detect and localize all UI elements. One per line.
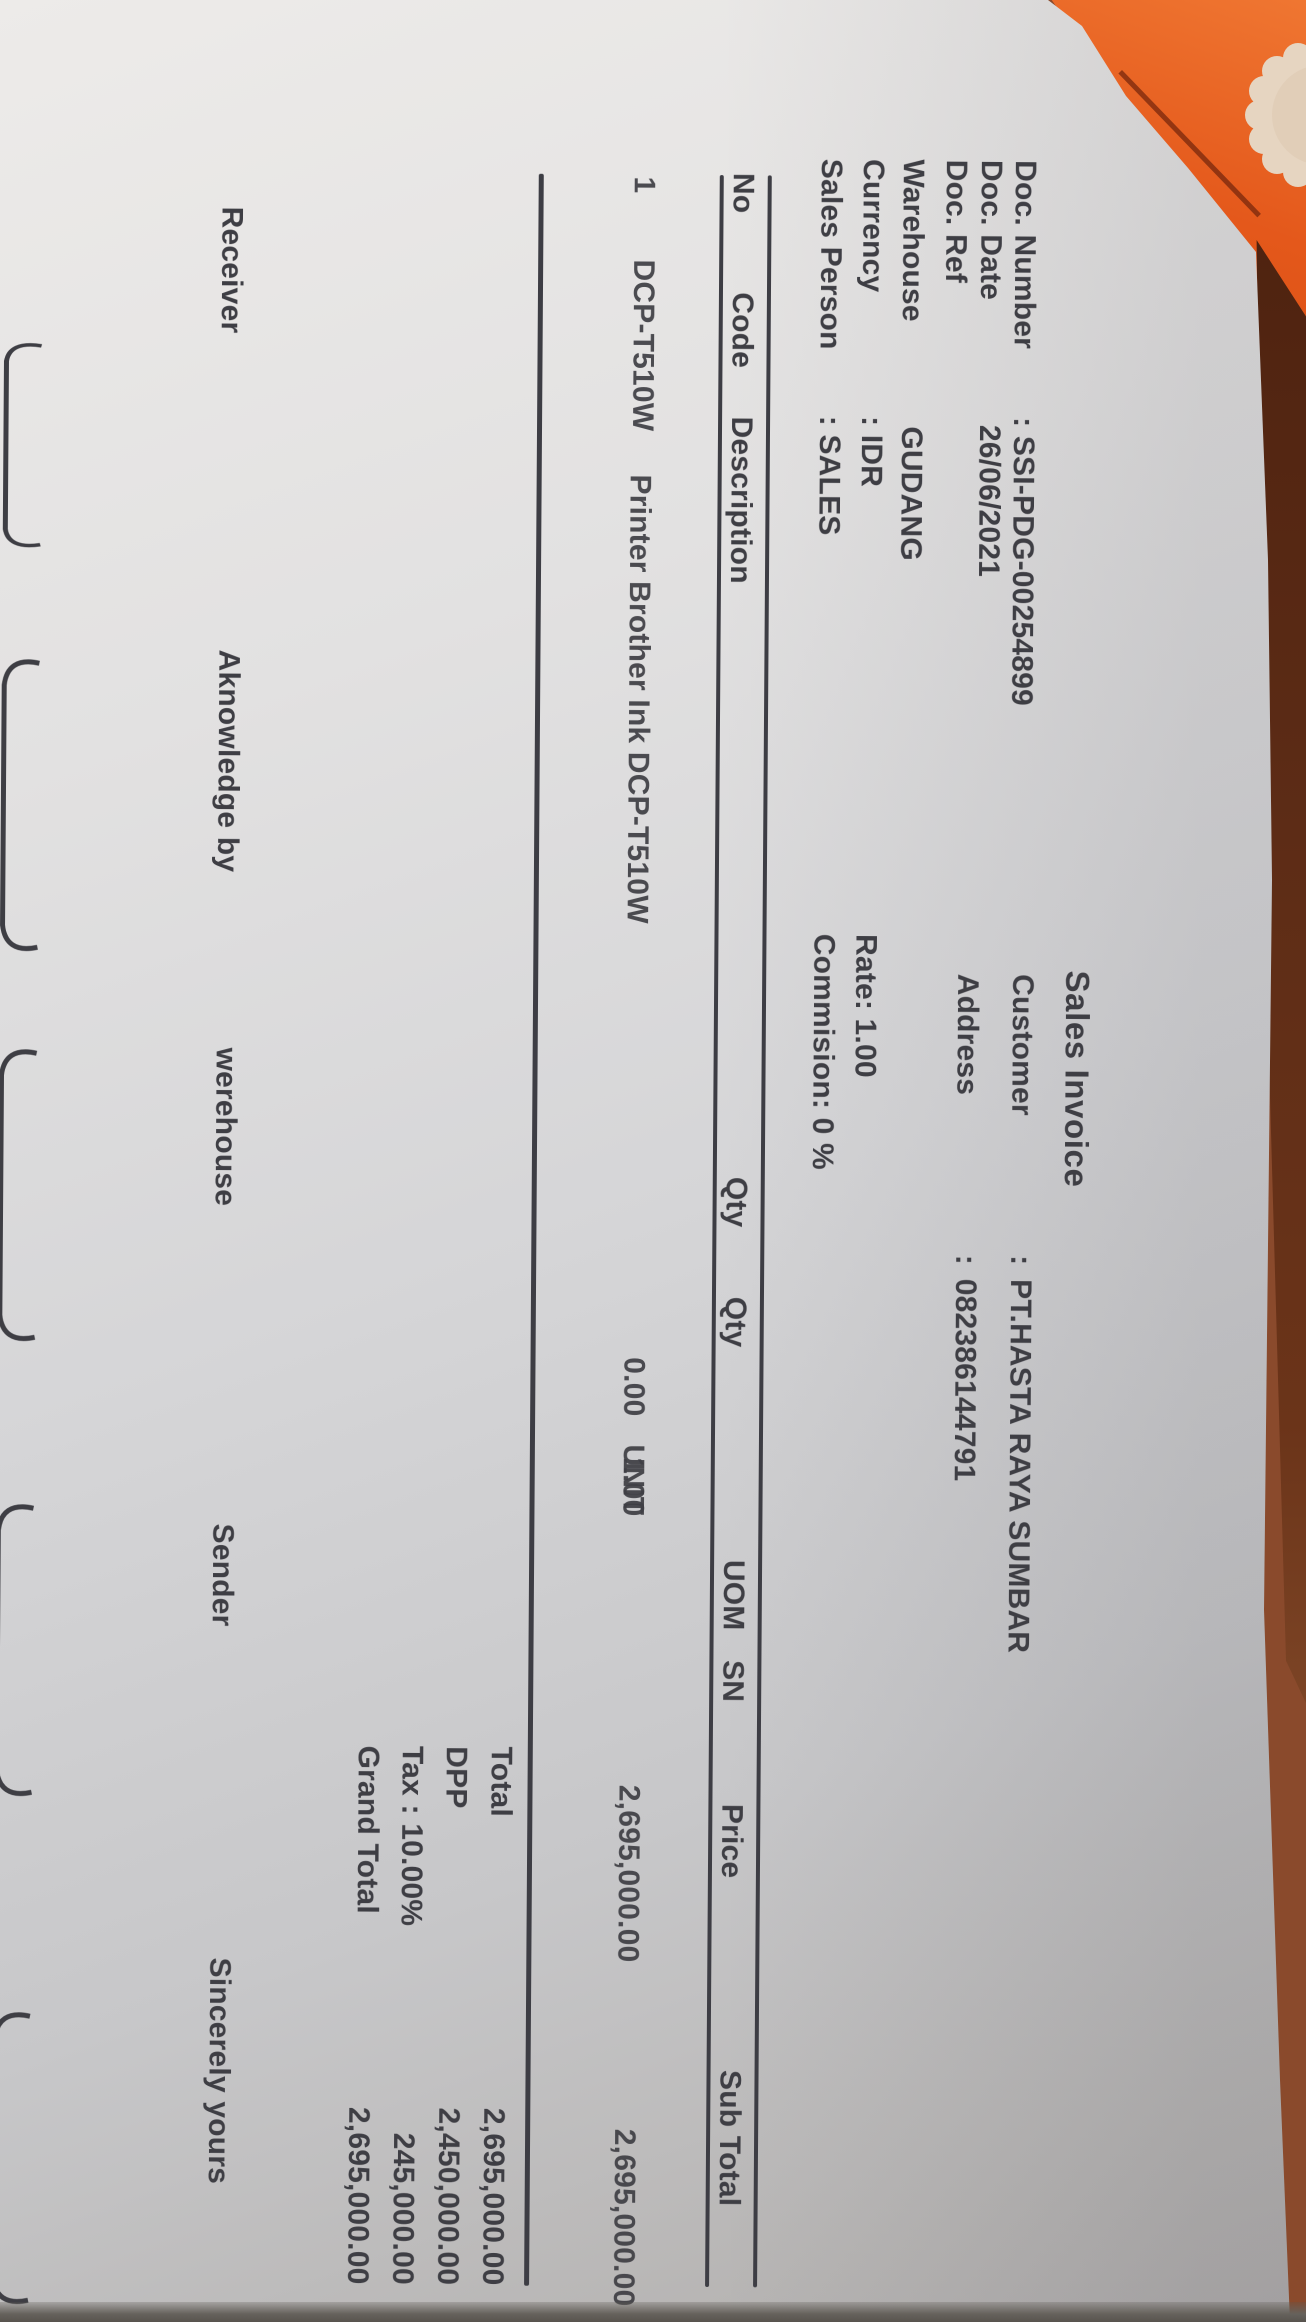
page-title: Sales Invoice	[1057, 970, 1097, 1188]
table-header-rule	[705, 175, 724, 2288]
col-header-price: Price	[714, 1803, 749, 1879]
tax-label: Tax : 10.00%	[394, 1745, 429, 1927]
row-description: Printer Brother Ink DCP-T510W	[620, 474, 657, 924]
doc-ref-label: Doc. Ref	[939, 159, 973, 284]
dpp-label: DPP	[439, 1746, 473, 1809]
signature-sender: Sender	[205, 1523, 240, 1627]
col-header-no: No	[726, 172, 760, 214]
signature-sincerely-yours: Sincerely yours	[201, 1957, 237, 2185]
grand-total-value: 2,695,000.00	[341, 2106, 376, 2285]
signature-bracket	[2, 343, 43, 548]
grand-total-label: Grand Total	[350, 1745, 385, 1915]
row-price: 2,695,000.00	[611, 1784, 646, 1963]
customer-colon: :	[1004, 1255, 1038, 1266]
currency-value: : IDR	[854, 415, 889, 488]
sales-person-label: Sales Person	[813, 158, 848, 350]
total-value: 2,695,000.00	[476, 2107, 511, 2286]
col-header-description: Description	[723, 416, 759, 584]
customer-label: Customer	[1005, 974, 1040, 1116]
table-bottom-rule	[524, 173, 544, 2286]
address-colon: :	[949, 1254, 983, 1266]
col-header-code: Code	[725, 292, 759, 369]
row-code: DCP-T510W	[626, 259, 661, 432]
address-value: 082386144791	[947, 1278, 983, 1482]
signature-warehouse: werehouse	[208, 1047, 243, 1207]
signature-bracket	[0, 1049, 38, 1341]
doc-number-value: : SSI-PDG-00254899	[1005, 417, 1041, 707]
scalloped-sticker	[1212, 20, 1306, 210]
signature-receiver: Receiver	[214, 206, 249, 334]
doc-number-label: Doc. Number	[1007, 160, 1042, 350]
table-shadow-bottom	[0, 2302, 1306, 2322]
signature-bracket	[0, 2012, 31, 2304]
customer-value: PT.HASTA RAYA SUMBAR	[1001, 1279, 1038, 1654]
doc-date-value: 26/06/2021	[971, 424, 1007, 578]
warehouse-label: Warehouse	[895, 159, 930, 322]
row-uom: UNIT	[616, 1444, 650, 1516]
col-header-uom: UOM	[716, 1559, 751, 1631]
dpp-value: 2,450,000.00	[431, 2107, 466, 2286]
col-header-subtotal: Sub Total	[712, 2069, 747, 2207]
row-no: 1	[627, 176, 661, 194]
row-subtotal: 2,695,000.00	[606, 2128, 642, 2307]
total-label: Total	[484, 1746, 518, 1818]
col-header-qty2: Qty	[718, 1296, 752, 1348]
warehouse-value: GUDANG	[894, 426, 929, 562]
sales-person-value: : SALES	[812, 415, 847, 536]
signature-acknowledge-by: Aknowledge by	[210, 649, 246, 873]
col-header-sn: SN	[716, 1660, 750, 1703]
tax-value: 245,000.00	[386, 2132, 421, 2285]
signature-bracket	[0, 659, 40, 951]
doc-date-label: Doc. Date	[973, 159, 1008, 301]
address-label: Address	[950, 973, 985, 1096]
rate-value: Rate: 1.00	[848, 933, 883, 1078]
signature-bracket	[0, 1504, 35, 1796]
col-header-qty1: Qty	[719, 1176, 753, 1228]
commission-value: Commision: 0 %	[805, 933, 841, 1171]
currency-label: Currency	[855, 158, 890, 293]
